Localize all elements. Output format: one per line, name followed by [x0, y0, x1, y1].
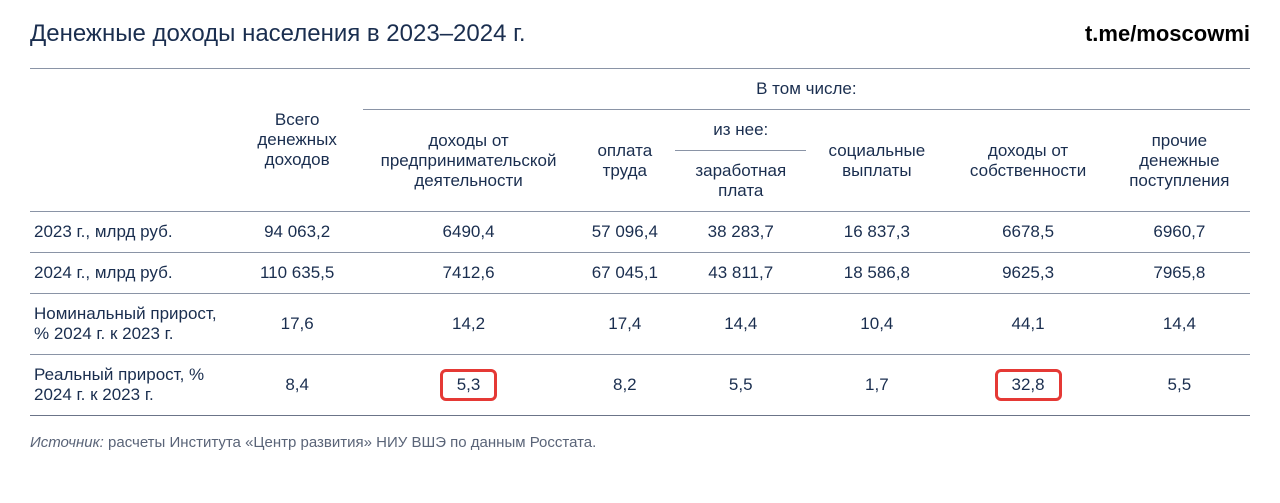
- footnote-label: Источник:: [30, 434, 104, 451]
- table-row: 2024 г., млрд руб. 110 635,5 7412,6 67 0…: [30, 253, 1250, 294]
- cell-social: 1,7: [806, 355, 947, 416]
- cell-other: 7965,8: [1109, 253, 1250, 294]
- cell-property: 32,8: [947, 355, 1108, 416]
- col-header-business: доходы от предпринимательской деятельнос…: [363, 110, 575, 212]
- cell-social: 18 586,8: [806, 253, 947, 294]
- cell-business: 6490,4: [363, 212, 575, 253]
- col-header-wage: заработная плата: [675, 151, 806, 212]
- cell-business: 5,3: [363, 355, 575, 416]
- col-header-social: социальные выплаты: [806, 110, 947, 212]
- cell-property: 9625,3: [947, 253, 1108, 294]
- col-header-total: Всего денежных доходов: [232, 69, 363, 212]
- cell-property: 44,1: [947, 294, 1108, 355]
- cell-labor: 67 045,1: [574, 253, 675, 294]
- cell-other: 6960,7: [1109, 212, 1250, 253]
- page-title: Денежные доходы населения в 2023–2024 г.: [30, 20, 526, 48]
- highlight-box: 5,3: [440, 369, 498, 401]
- cell-property: 6678,5: [947, 212, 1108, 253]
- cell-labor: 17,4: [574, 294, 675, 355]
- table-row: 2023 г., млрд руб. 94 063,2 6490,4 57 09…: [30, 212, 1250, 253]
- cell-total: 8,4: [232, 355, 363, 416]
- cell-social: 16 837,3: [806, 212, 947, 253]
- group-header-including: В том числе:: [363, 69, 1250, 110]
- col-header-labor: оплата труда: [574, 110, 675, 212]
- cell-total: 17,6: [232, 294, 363, 355]
- row-label: 2024 г., млрд руб.: [30, 253, 232, 294]
- cell-total: 110 635,5: [232, 253, 363, 294]
- cell-business: 14,2: [363, 294, 575, 355]
- sub-group-header: из нее:: [675, 110, 806, 151]
- cell-total: 94 063,2: [232, 212, 363, 253]
- cell-social: 10,4: [806, 294, 947, 355]
- highlight-box: 32,8: [995, 369, 1062, 401]
- source-credit: t.me/moscowmi: [1085, 21, 1250, 47]
- income-table: Всего денежных доходов В том числе: дохо…: [30, 68, 1250, 416]
- col-header-property: доходы от собственности: [947, 110, 1108, 212]
- cell-wage: 43 811,7: [675, 253, 806, 294]
- table-row: Реальный прирост, % 2024 г. к 2023 г. 8,…: [30, 355, 1250, 416]
- footnote-text: расчеты Института «Центр развития» НИУ В…: [104, 434, 596, 451]
- col-header-other: прочие денежные поступления: [1109, 110, 1250, 212]
- cell-wage: 38 283,7: [675, 212, 806, 253]
- row-label: Реальный прирост, % 2024 г. к 2023 г.: [30, 355, 232, 416]
- cell-other: 14,4: [1109, 294, 1250, 355]
- table-row: Номинальный прирост, % 2024 г. к 2023 г.…: [30, 294, 1250, 355]
- header-row: Денежные доходы населения в 2023–2024 г.…: [30, 20, 1250, 48]
- col-header-empty: [30, 69, 232, 212]
- cell-wage: 5,5: [675, 355, 806, 416]
- cell-wage: 14,4: [675, 294, 806, 355]
- cell-labor: 57 096,4: [574, 212, 675, 253]
- cell-labor: 8,2: [574, 355, 675, 416]
- footnote: Источник: расчеты Института «Центр разви…: [30, 434, 1250, 451]
- row-label: Номинальный прирост, % 2024 г. к 2023 г.: [30, 294, 232, 355]
- cell-business: 7412,6: [363, 253, 575, 294]
- cell-other: 5,5: [1109, 355, 1250, 416]
- row-label: 2023 г., млрд руб.: [30, 212, 232, 253]
